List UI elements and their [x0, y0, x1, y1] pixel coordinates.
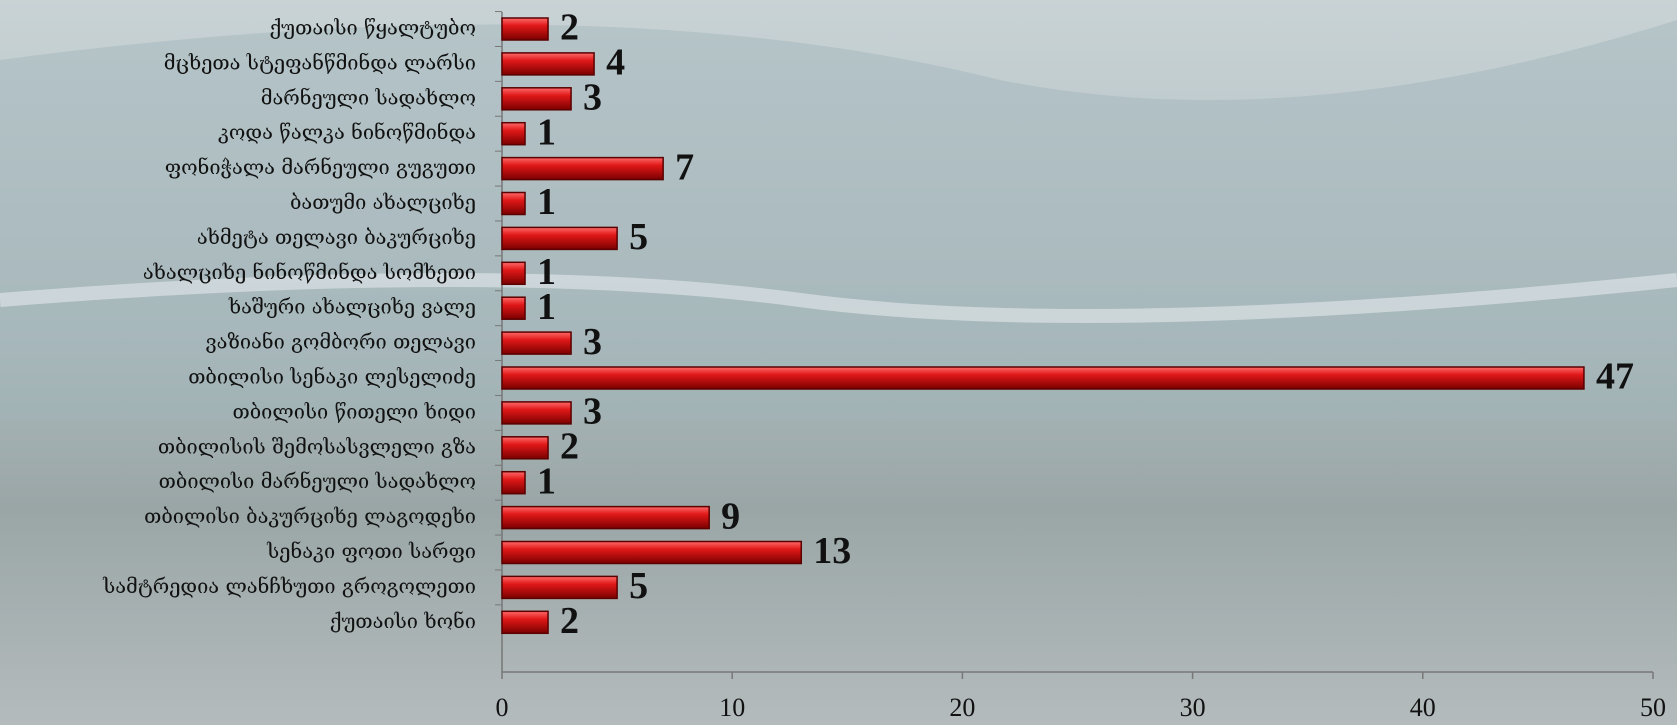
value-label: 5: [629, 565, 648, 607]
bar: [501, 226, 618, 251]
value-label: 47: [1596, 356, 1634, 398]
value-label: 1: [537, 181, 556, 223]
value-label: 1: [537, 111, 556, 153]
bar: [501, 87, 572, 111]
x-tick-label: 10: [719, 693, 745, 722]
value-label: 3: [583, 77, 602, 119]
y-tick-label: ქუთაისი ხონი: [330, 609, 476, 633]
bar: [501, 366, 1585, 390]
bar: [501, 331, 572, 355]
value-label: 7: [675, 146, 694, 188]
y-tick-label: ვაზიანი გომბორი თელავი: [206, 330, 476, 354]
x-tick-label: 30: [1180, 693, 1206, 722]
value-label: 2: [560, 426, 579, 468]
bar: [501, 401, 572, 425]
y-tick-label: ბათუმი ახალციხე: [290, 190, 476, 214]
bar: [501, 52, 595, 76]
bar: [501, 575, 618, 600]
value-label: 1: [537, 460, 556, 502]
y-tick-label: მარნეული სადახლო: [261, 85, 476, 109]
y-tick-label: თბილისი მარნეული სადახლო: [159, 469, 476, 493]
x-tick-label: 40: [1410, 693, 1436, 722]
bar: [501, 121, 526, 146]
bar: [501, 261, 526, 286]
y-tick-label: თბილისი ბაკურციხე ლაგოდეხი: [144, 504, 476, 528]
x-tick-label: 20: [949, 693, 975, 722]
bar: [501, 610, 549, 635]
y-tick-label: თბილისის შემოსასვლელი გზა: [158, 434, 476, 458]
y-tick-label: ქუთაისი წყალტუბო: [269, 16, 476, 40]
value-label: 5: [629, 216, 648, 258]
background-arc: [0, 273, 1677, 323]
y-tick-label: თბილისი სენაკი ლესელიძე: [188, 365, 476, 389]
value-label: 13: [813, 530, 851, 572]
bar: [501, 17, 549, 41]
bar: [501, 540, 803, 565]
value-label: 2: [560, 600, 579, 642]
value-label: 3: [583, 391, 602, 433]
value-label: 3: [583, 321, 602, 363]
bar: [501, 296, 526, 320]
y-tick-label: ხაშური ახალციხე ვალე: [228, 295, 476, 319]
bar: [501, 191, 526, 216]
background-building: [0, 20, 1677, 420]
y-tick-label: სამტრედია ლანჩხუთი გროგოლეთი: [102, 574, 476, 598]
y-tick-label: კოდა წალკა ნინოწმინდა: [218, 120, 476, 144]
y-tick-label: თბილისი წითელი ხიდი: [233, 399, 476, 423]
value-label: 4: [606, 42, 625, 84]
bar: [501, 436, 549, 460]
y-tick-label: სენაკი ფოთი სარფი: [266, 539, 476, 563]
value-label: 1: [537, 251, 556, 293]
bar: [501, 156, 664, 181]
y-tick-label: ახალციხე ნინოწმინდა სომხეთი: [143, 260, 476, 284]
y-tick-label: მცხეთა სტეფანწმინდა ლარსი: [164, 50, 476, 74]
y-tick-label: ახმეტა თელავი ბაკურციხე: [197, 225, 476, 249]
x-tick-label: 0: [496, 693, 509, 722]
value-label: 9: [721, 495, 740, 537]
y-tick-label: ფონიჭალა მარნეული გუგუთი: [165, 155, 476, 179]
bar: [501, 505, 710, 530]
value-label: 1: [537, 286, 556, 328]
x-tick-label: 50: [1640, 693, 1666, 722]
bar: [501, 470, 526, 495]
value-label: 2: [560, 7, 579, 49]
